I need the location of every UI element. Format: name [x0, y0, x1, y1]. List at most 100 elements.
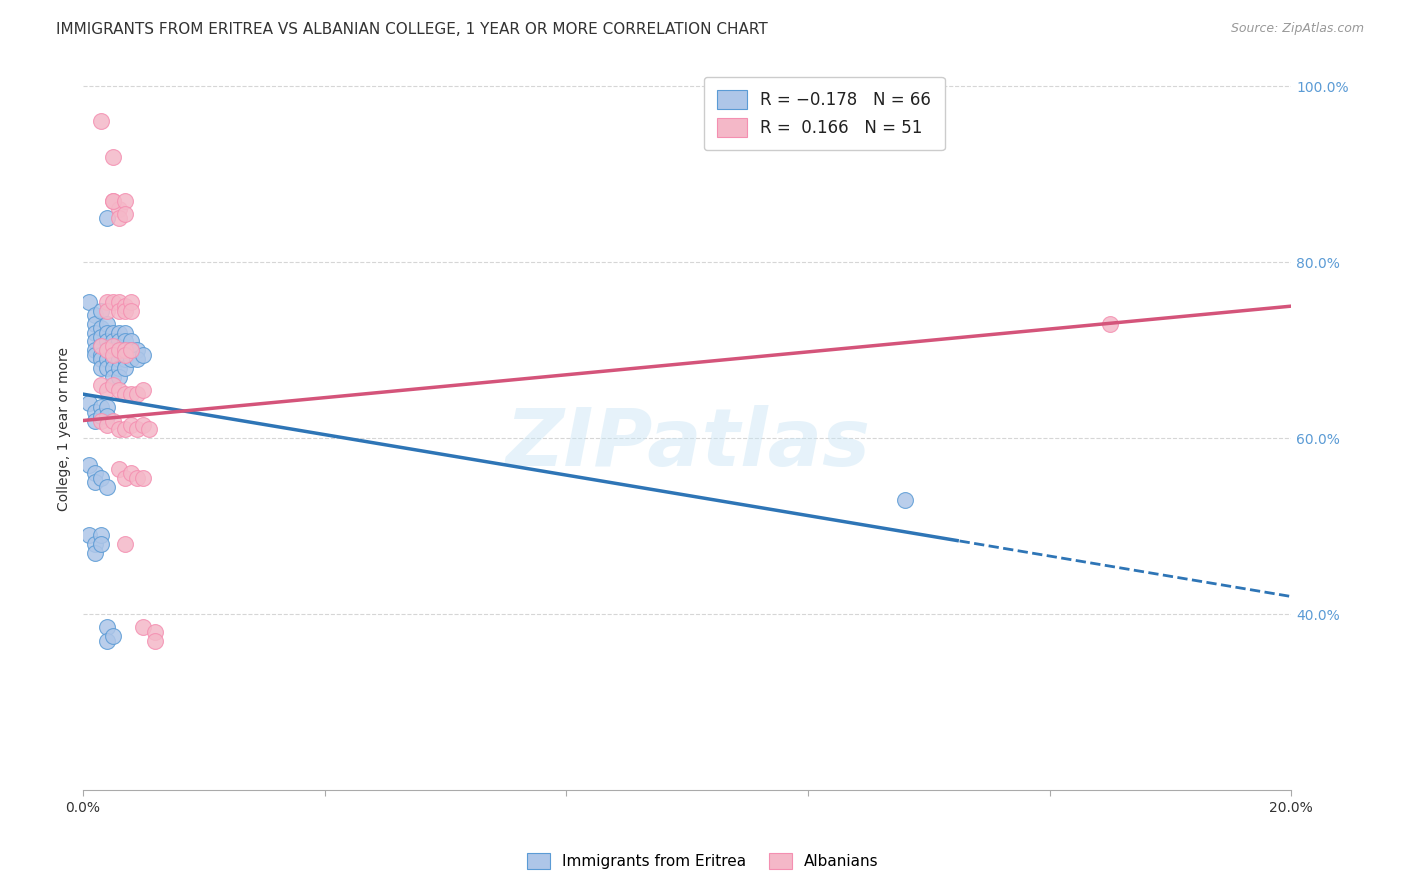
Point	[114, 334, 136, 349]
Point	[893, 492, 915, 507]
Point	[138, 422, 160, 436]
Point	[132, 383, 155, 397]
Point	[114, 387, 136, 401]
Point	[114, 343, 136, 358]
Point	[90, 378, 112, 392]
Point	[114, 207, 136, 221]
Point	[84, 334, 107, 349]
Text: IMMIGRANTS FROM ERITREA VS ALBANIAN COLLEGE, 1 YEAR OR MORE CORRELATION CHART: IMMIGRANTS FROM ERITREA VS ALBANIAN COLL…	[56, 22, 768, 37]
Point	[96, 343, 118, 358]
Point	[103, 629, 125, 643]
Point	[77, 396, 100, 410]
Legend: Immigrants from Eritrea, Albanians: Immigrants from Eritrea, Albanians	[520, 847, 886, 875]
Point	[114, 360, 136, 375]
Point	[96, 334, 118, 349]
Point	[90, 471, 112, 485]
Point	[96, 343, 118, 358]
Point	[84, 537, 107, 551]
Point	[1099, 317, 1122, 331]
Point	[90, 303, 112, 318]
Point	[90, 330, 112, 344]
Point	[84, 475, 107, 490]
Point	[103, 351, 125, 366]
Point	[96, 620, 118, 634]
Point	[96, 401, 118, 415]
Point	[96, 326, 118, 340]
Point	[108, 343, 131, 358]
Point	[108, 326, 131, 340]
Point	[96, 317, 118, 331]
Point	[132, 417, 155, 432]
Point	[127, 422, 149, 436]
Point	[127, 387, 149, 401]
Point	[90, 537, 112, 551]
Point	[127, 343, 149, 358]
Point	[108, 294, 131, 309]
Point	[114, 194, 136, 208]
Point	[114, 537, 136, 551]
Point	[120, 303, 142, 318]
Point	[114, 351, 136, 366]
Point	[103, 343, 125, 358]
Point	[96, 633, 118, 648]
Point	[90, 360, 112, 375]
Point	[90, 339, 112, 353]
Point	[120, 387, 142, 401]
Point	[108, 211, 131, 226]
Point	[90, 401, 112, 415]
Point	[84, 308, 107, 322]
Point	[108, 422, 131, 436]
Legend: R = −0.178   N = 66, R =  0.166   N = 51: R = −0.178 N = 66, R = 0.166 N = 51	[704, 77, 945, 151]
Point	[114, 471, 136, 485]
Point	[84, 405, 107, 419]
Point	[114, 303, 136, 318]
Point	[90, 339, 112, 353]
Point	[103, 294, 125, 309]
Point	[96, 360, 118, 375]
Point	[103, 347, 125, 361]
Point	[108, 351, 131, 366]
Point	[90, 351, 112, 366]
Point	[132, 620, 155, 634]
Point	[120, 334, 142, 349]
Point	[132, 471, 155, 485]
Point	[84, 326, 107, 340]
Point	[90, 528, 112, 542]
Point	[103, 360, 125, 375]
Point	[103, 334, 125, 349]
Point	[96, 383, 118, 397]
Point	[108, 383, 131, 397]
Point	[120, 417, 142, 432]
Point	[120, 351, 142, 366]
Point	[108, 343, 131, 358]
Point	[77, 458, 100, 472]
Text: ZIPatlas: ZIPatlas	[505, 405, 870, 483]
Point	[96, 479, 118, 493]
Y-axis label: College, 1 year or more: College, 1 year or more	[58, 347, 72, 511]
Point	[84, 317, 107, 331]
Point	[145, 624, 167, 639]
Point	[114, 347, 136, 361]
Point	[103, 326, 125, 340]
Point	[90, 409, 112, 424]
Point	[103, 194, 125, 208]
Point	[90, 321, 112, 335]
Point	[114, 299, 136, 313]
Point	[108, 360, 131, 375]
Text: Source: ZipAtlas.com: Source: ZipAtlas.com	[1230, 22, 1364, 36]
Point	[145, 633, 167, 648]
Point	[77, 294, 100, 309]
Point	[103, 413, 125, 427]
Point	[96, 409, 118, 424]
Point	[103, 149, 125, 163]
Point	[108, 334, 131, 349]
Point	[84, 467, 107, 481]
Point	[90, 347, 112, 361]
Point	[127, 351, 149, 366]
Point	[132, 347, 155, 361]
Point	[90, 413, 112, 427]
Point	[108, 369, 131, 384]
Point	[114, 326, 136, 340]
Point	[84, 343, 107, 358]
Point	[120, 343, 142, 358]
